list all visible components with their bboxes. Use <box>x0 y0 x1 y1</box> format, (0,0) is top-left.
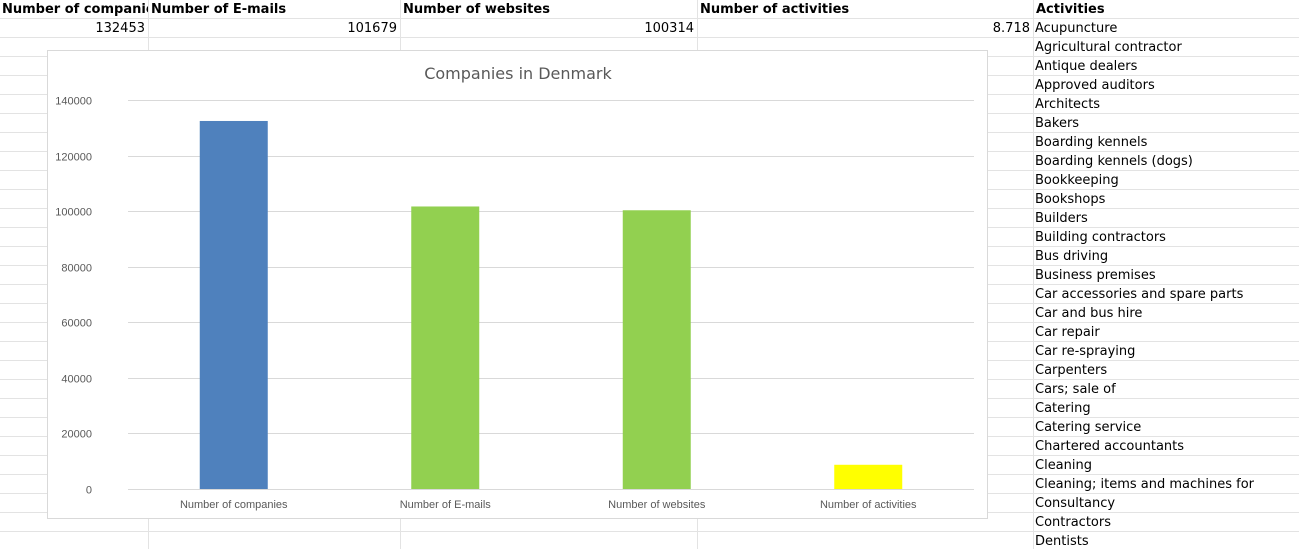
bar[interactable] <box>199 120 268 489</box>
gridlines <box>128 100 974 490</box>
cell-number-of-websites[interactable]: 100314 <box>644 21 694 36</box>
header-number-of-websites[interactable]: Number of websites <box>403 2 550 17</box>
y-axis-ticks: 0 20000 40000 60000 80000 100000 120000 140000 <box>55 96 92 497</box>
activity-cell[interactable]: Cleaning; items and machines for <box>1035 477 1255 492</box>
activity-cell[interactable]: Bus driving <box>1035 249 1109 264</box>
activity-cell[interactable]: Consultancy <box>1035 496 1116 511</box>
y-tick-label: 80000 <box>61 263 92 275</box>
activity-cell[interactable]: Car re-spraying <box>1035 344 1136 359</box>
activity-cell[interactable]: Antique dealers <box>1035 59 1138 74</box>
y-tick-label: 60000 <box>61 318 92 330</box>
y-tick-label: 20000 <box>61 429 92 441</box>
row-gridline <box>0 37 1299 38</box>
activity-cell[interactable]: Bookkeeping <box>1035 173 1119 188</box>
y-tick-label: 140000 <box>55 96 92 108</box>
x-category-label: Number of E-mails <box>400 499 492 511</box>
activity-cell[interactable]: Agricultural contractor <box>1035 40 1182 55</box>
activity-cell[interactable]: Bakers <box>1035 116 1080 131</box>
chart-title: Companies in Denmark <box>424 64 612 83</box>
row-gridline <box>0 18 1299 19</box>
activity-cell[interactable]: Building contractors <box>1035 230 1166 245</box>
cell-number-of-activities[interactable]: 8.718 <box>992 21 1030 36</box>
bar[interactable] <box>834 464 903 489</box>
activity-cell[interactable]: Architects <box>1035 97 1101 112</box>
activity-cell[interactable]: Bookshops <box>1035 192 1106 207</box>
activity-cell[interactable]: Contractors <box>1035 515 1111 530</box>
activity-cell[interactable]: Catering service <box>1035 420 1142 435</box>
chart-svg: 020000400006000080000100000120000140000 … <box>55 64 974 511</box>
activity-cell[interactable]: Boarding kennels <box>1035 135 1148 150</box>
cell-number-of-companies[interactable]: 132453 <box>95 21 145 36</box>
column-gridline <box>1033 0 1034 549</box>
y-tick-label: 100000 <box>55 207 92 219</box>
activity-cell[interactable]: Approved auditors <box>1035 78 1155 93</box>
activity-cell[interactable]: Cleaning <box>1035 458 1092 473</box>
y-tick-label: 120000 <box>55 152 92 164</box>
activity-cell[interactable]: Builders <box>1035 211 1088 226</box>
cell-number-of-emails[interactable]: 101679 <box>347 21 397 36</box>
x-category-label: Number of websites <box>608 499 706 511</box>
bar[interactable] <box>411 206 480 489</box>
activity-cell[interactable]: Car accessories and spare parts <box>1035 287 1244 302</box>
header-activities[interactable]: Activities <box>1036 2 1105 17</box>
header-number-of-emails[interactable]: Number of E-mails <box>151 2 287 17</box>
activity-cell[interactable]: Catering <box>1035 401 1091 416</box>
header-number-of-companies[interactable]: Number of companies <box>2 2 148 17</box>
x-category-label: Number of companies <box>180 499 288 511</box>
activity-cell[interactable]: Chartered accountants <box>1035 439 1185 454</box>
y-tick-label: 40000 <box>61 374 92 386</box>
x-category-label: Number of activities <box>820 499 917 511</box>
bars <box>199 120 903 489</box>
activity-cell[interactable]: Acupuncture <box>1035 21 1118 36</box>
activity-cell[interactable]: Car repair <box>1035 325 1100 340</box>
activity-cell[interactable]: Dentists <box>1035 534 1089 549</box>
header-number-of-activities[interactable]: Number of activities <box>700 2 850 17</box>
chart[interactable]: 0 20000 40000 60000 80000 100000 120000 140000 … <box>47 50 988 519</box>
activity-cell[interactable]: Carpenters <box>1035 363 1108 378</box>
y-tick-label: 0 <box>86 485 92 497</box>
activity-cell[interactable]: Business premises <box>1035 268 1156 283</box>
activity-cell[interactable]: Car and bus hire <box>1035 306 1143 321</box>
bar[interactable] <box>622 210 691 489</box>
row-gridline <box>0 531 1299 532</box>
activity-cell[interactable]: Boarding kennels (dogs) <box>1035 154 1193 169</box>
activity-cell[interactable]: Cars; sale of <box>1035 382 1116 397</box>
x-axis-categories: Number of companies Number of E-mails Numb… <box>180 499 917 511</box>
